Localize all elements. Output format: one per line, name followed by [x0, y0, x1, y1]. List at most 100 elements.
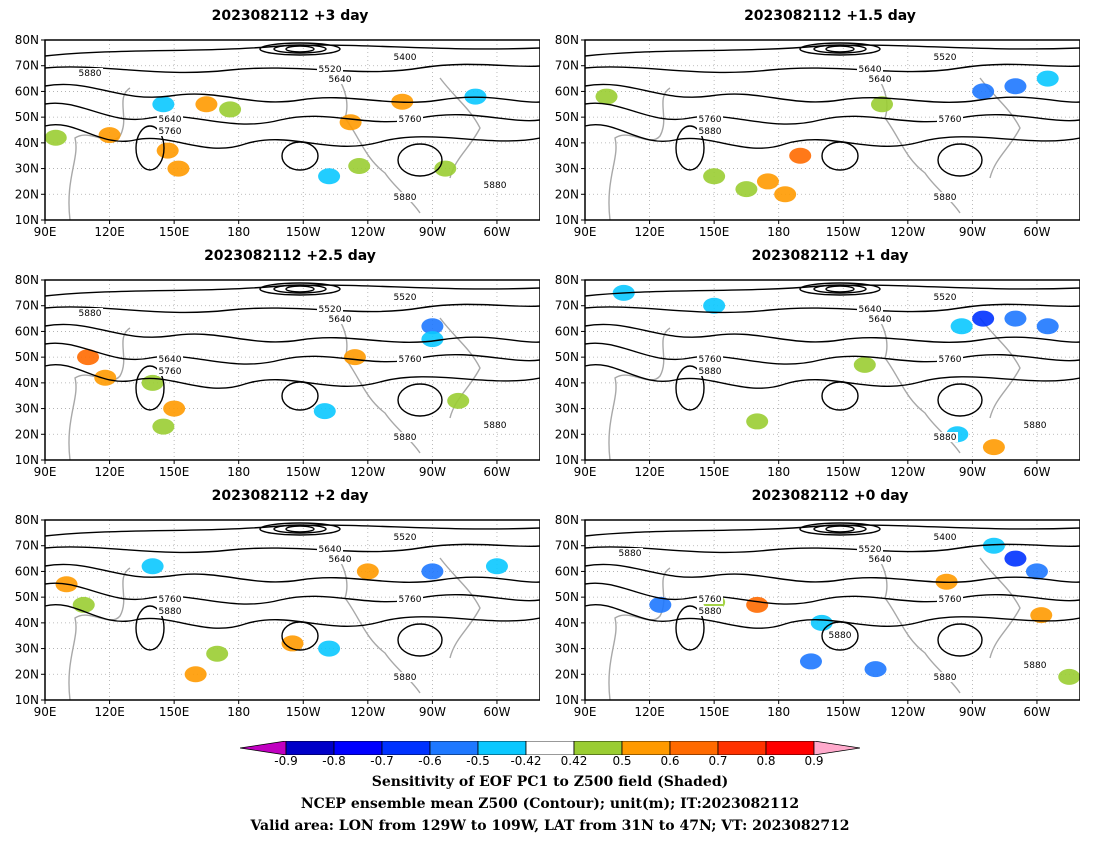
shaded-region	[281, 635, 304, 652]
map-background	[45, 280, 540, 460]
contour-line	[584, 102, 1080, 125]
shaded-region	[184, 666, 207, 683]
lat-label: 70N	[555, 539, 579, 553]
contour-label: 5520	[394, 533, 417, 543]
shaded-region	[77, 349, 100, 366]
contour-label: 5880	[829, 631, 852, 641]
map-frame	[584, 279, 1080, 461]
lon-label: 120E	[94, 705, 125, 719]
colorbar-swatch	[573, 740, 623, 756]
shaded-region	[339, 114, 362, 131]
contour-label-bg	[857, 544, 883, 554]
contour-label-bg	[932, 532, 958, 542]
contour-label-bg	[157, 606, 183, 616]
lat-label: 70N	[555, 299, 579, 313]
caption-line-1: Sensitivity of EOF PC1 to Z500 field (Sh…	[371, 774, 729, 790]
shaded-region	[746, 413, 769, 430]
lon-label: 90W	[959, 705, 986, 719]
contour-closed	[285, 285, 315, 293]
contour-label: 5880	[79, 69, 102, 79]
contour-label: 5520	[934, 293, 957, 303]
contour-label: 5880	[484, 181, 507, 191]
contour-label-bg	[157, 114, 183, 124]
panel-title: 2023082112 +0 day	[751, 488, 909, 504]
shaded-region	[982, 537, 1005, 554]
contour-line	[584, 303, 1080, 314]
colorbar-tick-label: 0.8	[756, 754, 776, 768]
sensitivity-shading	[55, 558, 508, 683]
contour-label: 5880	[1024, 421, 1047, 431]
contour-closed	[285, 45, 315, 53]
shaded-region	[167, 160, 190, 177]
caption-line-2: NCEP ensemble mean Z500 (Contour); unit(…	[300, 796, 800, 812]
colorbar-tick-label: -0.6	[418, 754, 442, 768]
z500-contours	[44, 42, 540, 177]
contour-line	[584, 323, 1080, 343]
contour-line	[44, 303, 540, 314]
shaded-region	[1025, 563, 1048, 580]
contour-label-bg	[327, 554, 353, 564]
contour-label: 5640	[159, 355, 182, 365]
colorbar-swatch	[285, 740, 335, 756]
contour-label: 5640	[319, 545, 342, 555]
lon-label: 150W	[826, 465, 861, 479]
contour-label: 5760	[399, 115, 422, 125]
lat-label: 40N	[15, 616, 39, 630]
contour-label-bg	[392, 532, 418, 542]
colorbar-right-arrow	[813, 740, 861, 756]
contour-label: 5880	[394, 673, 417, 683]
shaded-region	[1004, 78, 1027, 95]
contour-label-bg	[77, 308, 103, 318]
shaded-region	[982, 439, 1005, 456]
contour-line	[44, 563, 540, 583]
lon-label: 120W	[350, 705, 385, 719]
contour-label: 5520	[319, 65, 342, 75]
lon-label: 180	[767, 705, 790, 719]
contour-label: 5400	[394, 53, 417, 63]
lat-label: 40N	[555, 136, 579, 150]
contour-label: 5520	[859, 545, 882, 555]
lon-label: 150E	[159, 705, 190, 719]
lat-label: 80N	[15, 513, 39, 527]
lon-label: 120E	[634, 225, 665, 239]
contour-label: 5760	[939, 115, 962, 125]
shaded-region	[72, 596, 95, 613]
contour-closed	[821, 141, 859, 171]
lon-label: 120E	[94, 225, 125, 239]
colorbar-swatch	[765, 740, 815, 756]
contour-label-bg	[392, 292, 418, 302]
shaded-region	[313, 403, 336, 420]
lon-label: 150E	[699, 705, 730, 719]
contour-label: 5760	[399, 595, 422, 605]
lat-label: 50N	[15, 350, 39, 364]
colorbar-tick-label: 0.6	[660, 754, 680, 768]
contour-label-bg	[857, 64, 883, 74]
contour-label-bg	[397, 114, 423, 124]
map-gridlines	[45, 520, 540, 700]
colorbar-tick-label: -0.7	[370, 754, 394, 768]
contour-line	[44, 604, 540, 629]
contour-closed	[799, 282, 881, 296]
colorbar-swatch	[381, 740, 431, 756]
lat-label: 30N	[15, 402, 39, 416]
lat-label: 10N	[15, 213, 39, 227]
lon-label: 150W	[286, 705, 321, 719]
lon-label: 180	[227, 225, 250, 239]
contour-closed	[675, 125, 705, 171]
colorbar: -0.9 -0.8 -0.7 -0.6 -0.5 -0.42 0.42 0.5 0.6 0.7 0.…	[239, 740, 861, 780]
contour-label-bg	[697, 594, 723, 604]
shaded-region	[421, 318, 444, 335]
contour-label: 5400	[934, 533, 957, 543]
shaded-region	[206, 645, 229, 662]
contour-label: 5640	[869, 555, 892, 565]
contour-line	[584, 543, 1080, 554]
colorbar-swatch	[429, 740, 479, 756]
contour-label: 5640	[329, 75, 352, 85]
panel-title: 2023082112 +1 day	[751, 248, 909, 264]
contour-line	[584, 563, 1080, 583]
contour-label: 5640	[859, 65, 882, 75]
shaded-region	[810, 614, 833, 631]
